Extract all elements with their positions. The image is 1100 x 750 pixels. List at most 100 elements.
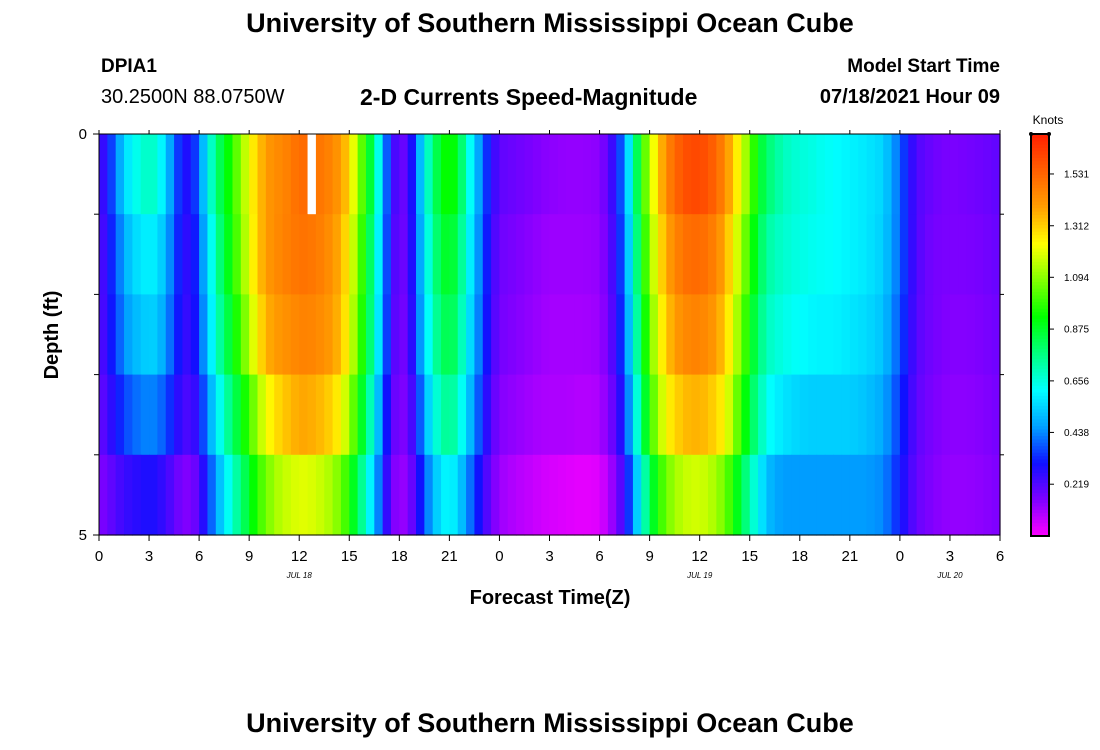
heatmap-cell	[924, 454, 934, 536]
heatmap-cell	[374, 454, 384, 536]
colorbar-swatch	[1031, 328, 1049, 333]
heatmap-cell	[908, 134, 918, 215]
colorbar-swatch	[1031, 405, 1049, 410]
heatmap-cell	[524, 454, 534, 536]
heatmap-cell	[549, 374, 559, 456]
heatmap-cell	[741, 294, 751, 376]
heatmap-cell	[265, 454, 275, 536]
heatmap-cell	[374, 134, 384, 215]
heatmap-cell	[766, 134, 776, 215]
y-axis-label: Depth (ft)	[41, 291, 63, 380]
heatmap-cell	[390, 294, 400, 376]
heatmap-cell	[657, 294, 667, 376]
heatmap-cell	[332, 134, 342, 215]
heatmap-cell	[891, 454, 901, 536]
colorbar-swatch	[1031, 355, 1049, 360]
heatmap-cell	[365, 134, 375, 215]
heatmap-cell	[883, 134, 893, 215]
colorbar-swatch	[1031, 495, 1049, 500]
heatmap-cell	[174, 134, 184, 215]
colorbar-swatch	[1031, 170, 1049, 175]
heatmap-cell	[474, 374, 484, 456]
heatmap-cell	[416, 134, 425, 215]
x-tick-label: 0	[495, 548, 503, 565]
station-id: DPIA1	[101, 56, 157, 77]
heatmap-cell	[899, 214, 909, 295]
heatmap-cell	[991, 294, 1001, 376]
heatmap-cell	[841, 454, 851, 536]
heatmap-cell	[849, 374, 859, 456]
colorbar-swatch	[1031, 509, 1049, 514]
colorbar-swatch	[1031, 458, 1049, 463]
heatmap-cell	[899, 374, 909, 456]
colorbar-swatch	[1031, 221, 1049, 226]
heatmap-cell	[124, 374, 133, 456]
heatmap-cell	[482, 134, 492, 215]
heatmap-cell	[632, 134, 642, 215]
colorbar-swatch	[1031, 227, 1049, 232]
heatmap-cell	[332, 454, 342, 536]
heatmap-cell	[265, 134, 275, 215]
heatmap-cell	[799, 374, 809, 456]
heatmap-cell	[349, 214, 359, 295]
heatmap-cell	[966, 214, 976, 295]
heatmap-cell	[507, 454, 517, 536]
heatmap-cell	[491, 374, 501, 456]
heatmap-cell	[324, 454, 334, 536]
heatmap-cell	[641, 374, 651, 456]
heatmap-cell	[691, 134, 701, 215]
heatmap-cell	[157, 374, 167, 456]
heatmap-cell	[924, 374, 934, 456]
heatmap-cell	[741, 454, 751, 536]
heatmap-cell	[566, 214, 576, 295]
colorbar-swatch	[1031, 378, 1049, 383]
heatmap-cell	[941, 134, 951, 215]
heatmap-cell	[883, 374, 893, 456]
heatmap-cell	[357, 214, 367, 295]
heatmap-cell	[115, 454, 125, 536]
heatmap-cell	[407, 454, 417, 536]
heatmap-cell	[507, 294, 517, 376]
heatmap-cell	[416, 374, 425, 456]
heatmap-cell	[933, 374, 943, 456]
heatmap-cell	[724, 374, 734, 456]
colorbar-swatch	[1031, 475, 1049, 480]
colorbar-swatch	[1031, 479, 1049, 483]
heatmap-cell	[499, 294, 509, 376]
heatmap-cell	[274, 134, 284, 215]
colorbar-swatch	[1031, 402, 1049, 406]
colorbar-swatch	[1031, 321, 1049, 326]
heatmap-cell	[824, 294, 834, 376]
heatmap-cell	[741, 134, 751, 215]
heatmap-cell	[674, 374, 684, 456]
heatmap-cell	[824, 214, 834, 295]
heatmap-cell	[224, 214, 234, 295]
heatmap-cell	[599, 134, 609, 215]
heatmap-cell	[466, 374, 476, 456]
x-tick-label: 18	[391, 548, 408, 565]
heatmap-cell	[833, 454, 843, 536]
colorbar-swatch	[1031, 311, 1049, 316]
heatmap-cell	[132, 214, 142, 295]
heatmap-cell	[808, 214, 818, 295]
heatmap-cell	[607, 454, 617, 536]
colorbar-swatch	[1031, 375, 1049, 380]
heatmap-cell	[958, 214, 968, 295]
heatmap-cell	[315, 374, 325, 456]
model-start-value: 07/18/2021 Hour 09	[819, 86, 1000, 108]
x-tick-label: 21	[841, 548, 858, 565]
colorbar-swatch	[1031, 177, 1049, 182]
heatmap-cell	[774, 374, 784, 456]
heatmap-cell	[849, 214, 859, 295]
heatmap-cell	[107, 454, 117, 536]
colorbar-swatch	[1031, 318, 1049, 323]
heatmap-cell	[933, 134, 943, 215]
heatmap-cell	[883, 294, 893, 376]
heatmap-cell	[307, 294, 317, 376]
heatmap-cell	[924, 294, 934, 376]
heatmap-cell	[599, 214, 609, 295]
heatmap-cell	[491, 134, 501, 215]
heatmap-cell	[808, 294, 818, 376]
heatmap-cell	[708, 454, 717, 536]
heatmap-cell	[115, 134, 125, 215]
